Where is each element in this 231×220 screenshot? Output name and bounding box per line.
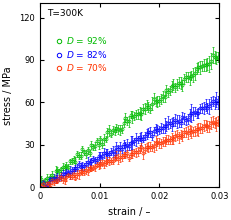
X-axis label: strain / –: strain / –	[108, 207, 150, 216]
Y-axis label: stress / MPa: stress / MPa	[3, 66, 13, 125]
Legend: $D$ = 92%, $D$ = 82%, $D$ = 70%: $D$ = 92%, $D$ = 82%, $D$ = 70%	[51, 32, 111, 77]
Text: T=300K: T=300K	[47, 9, 82, 18]
